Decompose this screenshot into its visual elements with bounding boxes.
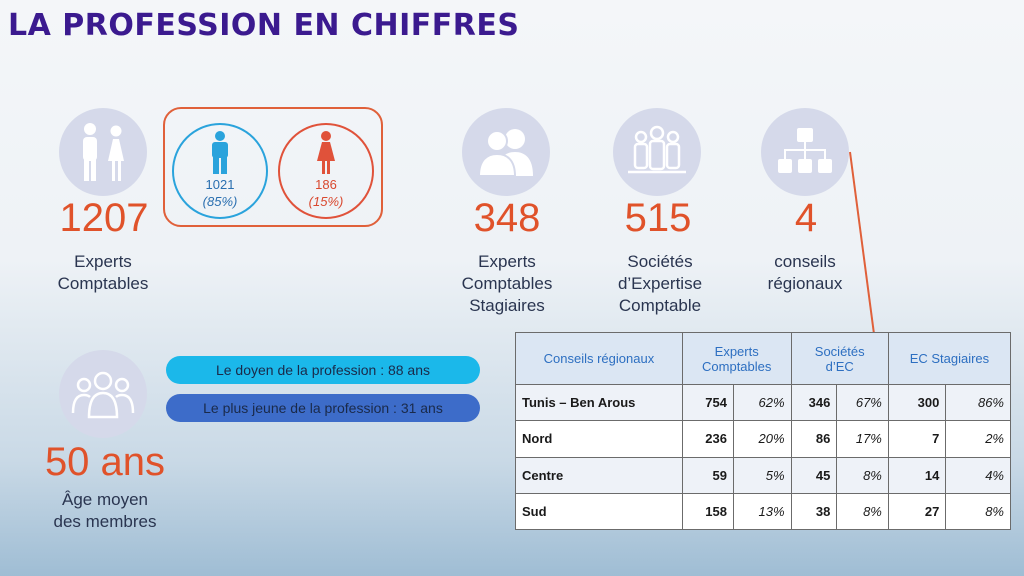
- regional-table: Conseils régionaux Experts Comptables So…: [515, 332, 1012, 531]
- people-icon: [59, 108, 147, 196]
- stagiaires-label: Experts Comptables Stagiaires: [461, 252, 553, 315]
- header-experts: Experts Comptables: [681, 332, 792, 385]
- male-count: 1021: [205, 177, 235, 192]
- team-icon: [613, 108, 701, 196]
- org-chart-icon: [761, 108, 849, 196]
- header-societes: Sociétés d’EC: [790, 332, 889, 385]
- members-icon: [59, 350, 147, 438]
- age-label: Âge moyen des membres: [53, 490, 157, 531]
- conseils-label: conseils régionaux: [767, 252, 843, 293]
- female-count: 186: [315, 177, 337, 192]
- stagiaires-count: 348: [473, 196, 541, 240]
- age-value: 50 ans: [44, 440, 166, 484]
- experts-label: Experts Comptables: [57, 252, 149, 293]
- header-region: Conseils régionaux: [515, 332, 683, 385]
- connector-line: [849, 151, 875, 335]
- table-header-row: Conseils régionaux Experts Comptables So…: [515, 332, 1012, 385]
- male-stat: 1021 (85%): [172, 123, 268, 219]
- experts-count: 1207: [59, 196, 149, 240]
- table-row: Centre 59 5% 45 8% 14 4%: [515, 456, 1011, 494]
- societes-label: Sociétés d’Expertise Comptable: [617, 252, 703, 315]
- table-row: Tunis – Ben Arous 754 62% 346 67% 300 86%: [515, 383, 1011, 422]
- group-icon: [462, 108, 550, 196]
- page-title: LA PROFESSION EN CHIFFRES: [8, 8, 520, 43]
- jeune-pill: Le plus jeune de la profession : 31 ans: [166, 394, 480, 422]
- female-stat: 186 (15%): [278, 123, 374, 219]
- conseils-count: 4: [794, 196, 818, 240]
- gender-breakdown: [163, 107, 383, 227]
- table-row: Nord 236 20% 86 17% 7 2%: [515, 420, 1011, 458]
- female-pct: (15%): [308, 194, 344, 209]
- header-stagiaires: EC Stagiaires: [887, 332, 1012, 385]
- male-pct: (85%): [202, 194, 238, 209]
- female-icon: [317, 131, 335, 174]
- male-icon: [212, 131, 228, 174]
- doyen-pill: Le doyen de la profession : 88 ans: [166, 356, 480, 384]
- table-row: Sud 158 13% 38 8% 27 8%: [515, 492, 1011, 531]
- societes-count: 515: [624, 196, 692, 240]
